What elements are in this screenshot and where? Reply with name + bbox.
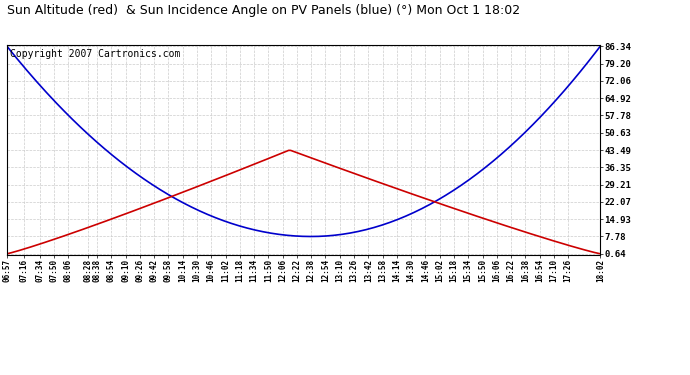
Text: Sun Altitude (red)  & Sun Incidence Angle on PV Panels (blue) (°) Mon Oct 1 18:0: Sun Altitude (red) & Sun Incidence Angle…	[7, 4, 520, 17]
Text: Copyright 2007 Cartronics.com: Copyright 2007 Cartronics.com	[10, 49, 180, 59]
